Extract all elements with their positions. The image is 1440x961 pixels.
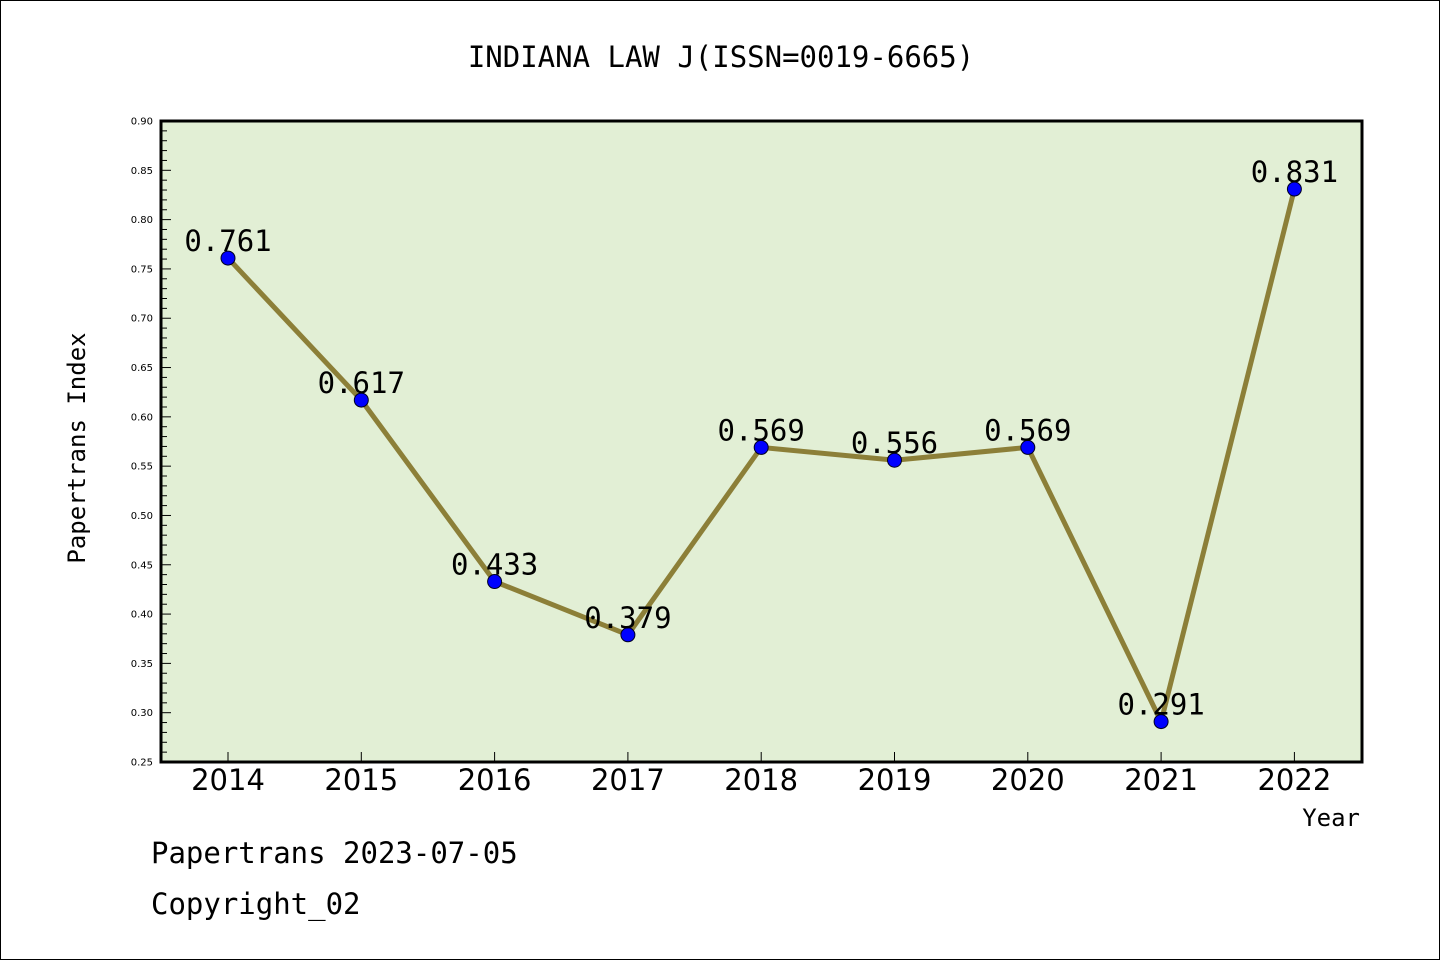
data-point	[753, 439, 769, 455]
data-point	[1286, 181, 1302, 197]
data-point	[620, 627, 636, 643]
data-label: 0.433	[451, 548, 538, 582]
data-label: 0.291	[1117, 688, 1204, 722]
y-tick-label: 0.80	[131, 215, 153, 226]
y-tick-label: 0.55	[131, 462, 153, 473]
x-tick-label: 2016	[458, 763, 532, 797]
y-tick-label: 0.85	[131, 166, 153, 177]
x-tick-label: 2022	[1257, 763, 1331, 797]
y-tick-label: 0.30	[131, 708, 153, 719]
x-tick-label: 2021	[1124, 763, 1198, 797]
y-axis-label: Papertrans Index	[63, 332, 91, 563]
x-axis-ticks: 2014 2015 2016 2017 2018 2019 2020 2021 2022	[191, 752, 1331, 797]
y-tick-label: 0.40	[131, 610, 153, 621]
chart-title: INDIANA LAW J(ISSN=0019-6665)	[468, 40, 974, 74]
x-tick-label: 2014	[191, 763, 265, 797]
x-axis-label: Year	[1302, 804, 1360, 832]
data-label: 0.569	[718, 413, 805, 447]
data-point	[220, 250, 236, 266]
y-tick-label: 0.70	[131, 314, 153, 325]
data-labels: 0.761 0.617 0.433 0.379 0.569 0.556 0.569 0.291…	[184, 155, 1338, 722]
y-tick-label: 0.45	[131, 560, 153, 571]
data-point	[353, 392, 369, 408]
y-tick-label: 0.35	[131, 659, 153, 670]
data-label: 0.556	[851, 426, 938, 460]
footer-copyright: Copyright_02	[151, 887, 361, 922]
y-tick-label: 0.60	[131, 412, 153, 423]
y-tick-label: 0.50	[131, 511, 153, 522]
data-markers	[220, 181, 1302, 730]
x-tick-label: 2017	[591, 763, 665, 797]
y-tick-label: 0.90	[131, 117, 153, 128]
data-point	[1153, 714, 1169, 730]
data-point	[887, 452, 902, 468]
x-tick-label: 2018	[724, 763, 798, 797]
data-label: 0.831	[1251, 155, 1338, 189]
plot-border	[159, 119, 1364, 764]
y-axis-ticks: 0.25 0.30 0.35 0.40 0.45 0.50 0.55 0.60 0.65 0.70…	[131, 117, 171, 769]
footer-date: Papertrans 2023-07-05	[151, 836, 518, 870]
x-tick-label: 2019	[858, 763, 932, 797]
data-label: 0.569	[984, 413, 1071, 447]
data-label: 0.379	[584, 601, 671, 635]
y-tick-label: 0.25	[131, 758, 153, 769]
data-label: 0.761	[184, 224, 271, 258]
x-tick-label: 2020	[991, 763, 1065, 797]
data-label: 0.617	[318, 366, 405, 400]
data-point	[1020, 439, 1036, 455]
data-point	[487, 574, 503, 590]
x-tick-label: 2015	[324, 763, 398, 797]
y-tick-label: 0.75	[131, 264, 153, 275]
y-tick-label: 0.65	[131, 363, 153, 374]
